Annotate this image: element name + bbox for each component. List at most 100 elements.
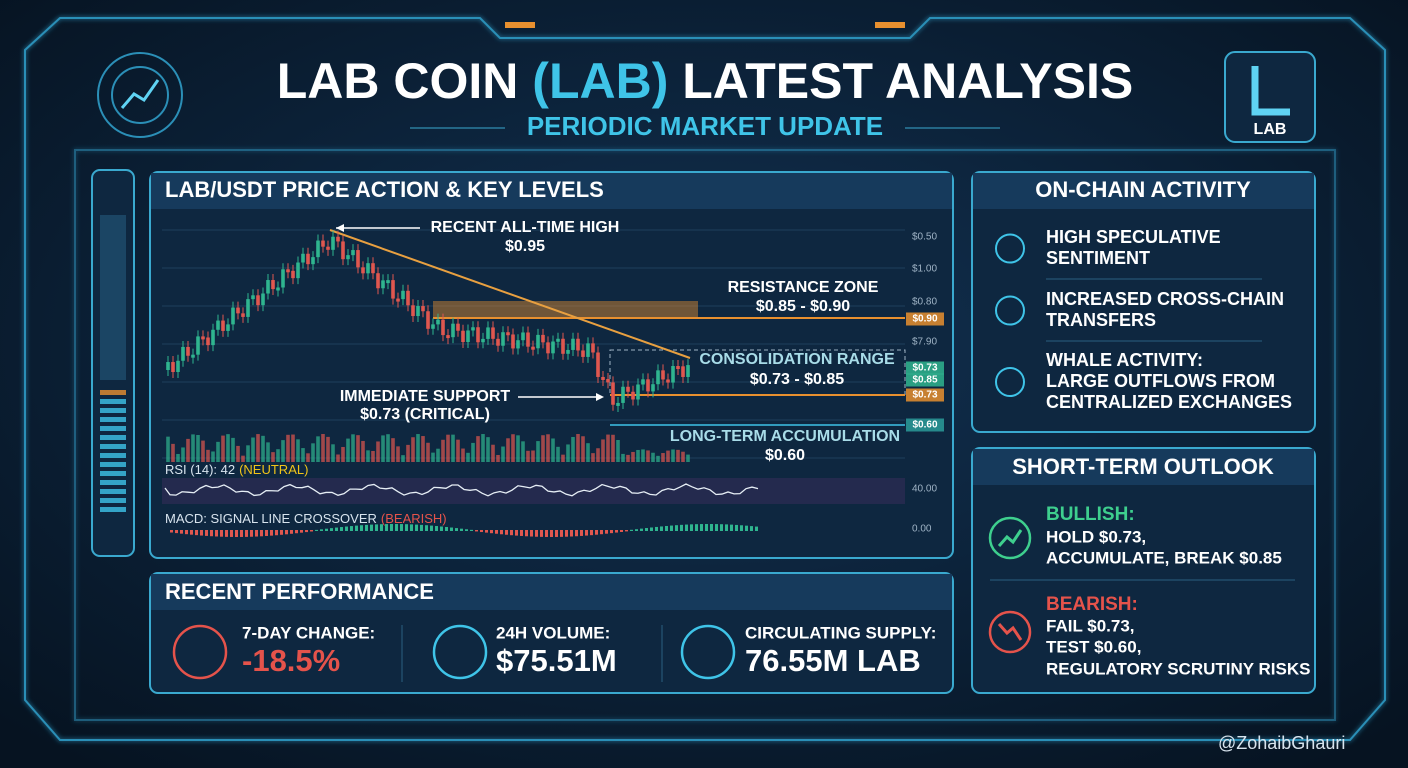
performance-stats: 7-DAY CHANGE:-18.5% 24H VOLUME:$75.51M CIR… bbox=[172, 623, 936, 682]
stat-label: 7-DAY CHANGE: bbox=[242, 623, 375, 642]
onchain-panel bbox=[971, 171, 1316, 433]
volume-bar bbox=[166, 436, 170, 462]
sidebar-bar bbox=[100, 489, 126, 494]
macd-bar bbox=[450, 527, 453, 531]
macd-bar bbox=[690, 524, 693, 531]
annotation: RECENT ALL-TIME HIGH bbox=[431, 219, 620, 236]
macd-bar bbox=[405, 524, 408, 531]
bullish-line: ACCUMULATE, BREAK $0.85 bbox=[1046, 548, 1282, 567]
candle bbox=[291, 270, 295, 279]
macd-bar bbox=[315, 529, 318, 531]
candle bbox=[461, 330, 465, 343]
volume-bar bbox=[606, 434, 610, 462]
candle bbox=[276, 287, 280, 291]
candle bbox=[506, 332, 510, 336]
macd-bar bbox=[715, 524, 718, 531]
candle bbox=[556, 338, 560, 342]
macd-bar bbox=[410, 524, 413, 531]
volume-bar bbox=[386, 434, 390, 462]
volume-bar bbox=[686, 454, 690, 462]
logo bbox=[1224, 51, 1316, 143]
macd-bar bbox=[360, 525, 363, 531]
volume-bar bbox=[601, 439, 605, 462]
volume-bar bbox=[306, 453, 310, 462]
candle bbox=[386, 280, 390, 284]
volume-bar bbox=[441, 439, 445, 462]
candle bbox=[516, 340, 520, 349]
volume-bar bbox=[376, 441, 380, 462]
candle bbox=[486, 327, 490, 339]
macd-bar bbox=[430, 525, 433, 531]
level-tag-label: $0.73 bbox=[912, 363, 937, 374]
candle bbox=[171, 362, 175, 373]
macd-bar bbox=[575, 530, 578, 537]
sidebar-bar bbox=[100, 444, 126, 449]
volume-bar bbox=[286, 434, 290, 462]
macd-bar bbox=[350, 526, 353, 531]
candle bbox=[176, 360, 180, 373]
macd-bar bbox=[335, 527, 338, 531]
logo-label: LAB bbox=[1254, 121, 1287, 138]
volume-bar bbox=[251, 437, 255, 462]
macd-bar bbox=[740, 525, 743, 531]
candle bbox=[631, 391, 635, 400]
volume-bar bbox=[171, 443, 175, 462]
candle bbox=[371, 263, 375, 274]
candle bbox=[266, 280, 270, 294]
macd-bar bbox=[370, 524, 373, 531]
macd-bar bbox=[670, 525, 673, 531]
macd-bar bbox=[245, 530, 248, 537]
candle bbox=[526, 332, 530, 347]
macd-bar bbox=[750, 526, 753, 531]
macd-bar bbox=[375, 524, 378, 531]
volume-bar bbox=[346, 438, 350, 462]
outlook-panel bbox=[971, 447, 1316, 694]
volume-bar bbox=[446, 434, 450, 462]
candle bbox=[431, 324, 435, 329]
volume-bar bbox=[656, 455, 660, 462]
deco bbox=[505, 22, 535, 28]
stat-value: 76.55M LAB bbox=[745, 643, 921, 678]
macd-bar bbox=[640, 528, 643, 531]
volume-bar bbox=[566, 444, 570, 462]
macd-bar bbox=[535, 530, 538, 537]
macd-bar bbox=[585, 530, 588, 536]
volume-bar bbox=[236, 445, 240, 462]
macd-bar bbox=[400, 524, 403, 531]
sidebar-bar bbox=[100, 390, 126, 395]
level-tag bbox=[906, 373, 944, 387]
volume-bar bbox=[491, 444, 495, 462]
subtitle: PERIODIC MARKET UPDATE bbox=[527, 111, 883, 141]
volume-bar bbox=[266, 442, 270, 462]
volume-bar bbox=[261, 435, 265, 462]
macd-bar bbox=[560, 530, 563, 537]
candle bbox=[321, 240, 325, 247]
macd-bar bbox=[600, 530, 603, 535]
volume-bar bbox=[316, 436, 320, 462]
volume-bar bbox=[501, 446, 505, 462]
volume-bar bbox=[226, 434, 230, 462]
volume-bar bbox=[486, 437, 490, 462]
volume-bar bbox=[636, 449, 640, 462]
volume-bar bbox=[591, 453, 595, 462]
volume-bar bbox=[396, 446, 400, 462]
macd-bar bbox=[645, 528, 648, 531]
macd-bar bbox=[455, 528, 458, 531]
volume-bar bbox=[456, 439, 460, 462]
macd-bar bbox=[545, 530, 548, 537]
candle bbox=[376, 273, 380, 289]
candle bbox=[551, 341, 555, 354]
volume-bar bbox=[616, 439, 620, 462]
candle bbox=[251, 295, 255, 300]
volume-bar bbox=[256, 434, 260, 462]
macd-bar bbox=[225, 530, 228, 537]
macd-bar bbox=[490, 530, 493, 534]
macd-bar bbox=[305, 530, 308, 533]
macd-bar bbox=[325, 528, 328, 531]
item-text: WHALE ACTIVITY: bbox=[1046, 350, 1203, 370]
macd-text: MACD: SIGNAL LINE CROSSOVER bbox=[165, 511, 377, 526]
candle bbox=[236, 307, 240, 314]
stat-icon bbox=[172, 624, 228, 680]
macd-bar bbox=[685, 524, 688, 531]
macd-bar bbox=[270, 530, 273, 536]
